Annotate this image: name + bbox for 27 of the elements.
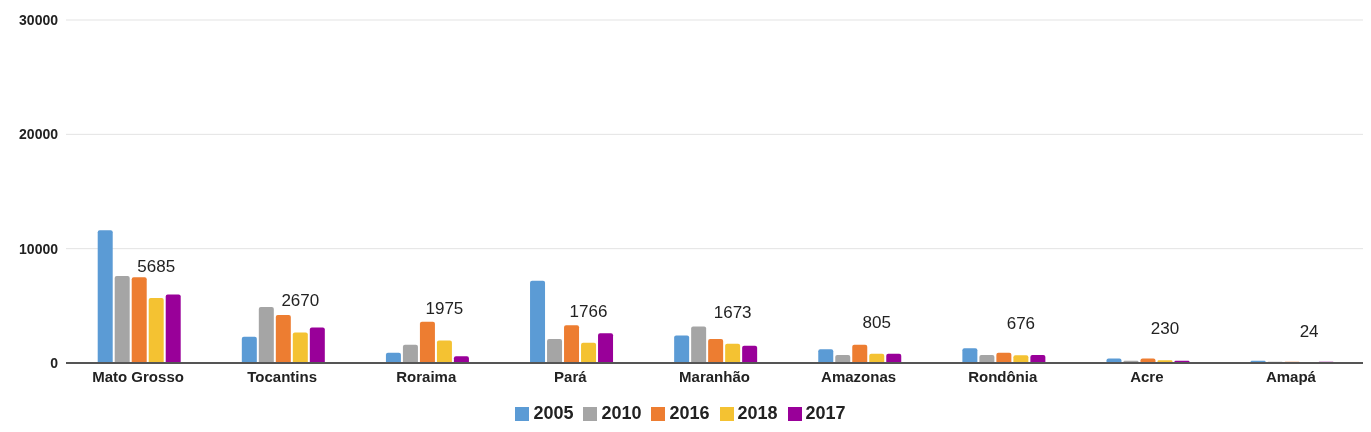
x-tick-label: Acre	[1130, 367, 1164, 385]
legend-label: 2016	[669, 403, 710, 423]
data-label: 5685	[137, 257, 176, 276]
data-label: 1673	[713, 302, 752, 322]
x-tick-label: Amapá	[1265, 367, 1317, 385]
x-tick-label: Maranhão	[679, 367, 750, 385]
y-tick-label: 10000	[19, 240, 59, 257]
legend-label: 2018	[737, 403, 778, 423]
legend-label: 2005	[533, 403, 574, 423]
y-tick-label: 20000	[19, 126, 59, 143]
legend-label: 2017	[805, 403, 846, 423]
x-tick-label: Roraima	[396, 367, 457, 385]
data-label: 2670	[281, 291, 320, 311]
x-tick-label: Tocantins	[247, 367, 318, 385]
data-label: 1975	[425, 299, 464, 319]
legend-label: 2010	[601, 403, 642, 423]
data-label: 24	[1299, 321, 1319, 341]
x-tick-label: Mato Grosso	[92, 367, 184, 385]
data-label: 805	[862, 312, 891, 332]
data-label: 1766	[569, 301, 608, 321]
x-tick-label: Amazonas	[821, 367, 897, 385]
data-label: 230	[1150, 319, 1180, 339]
y-tick-label: 0	[50, 354, 59, 371]
data-label: 676	[1006, 314, 1036, 334]
x-tick-label: Rondônia	[968, 367, 1038, 385]
x-tick-label: Pará	[554, 367, 588, 385]
y-tick-label: 30000	[19, 11, 59, 28]
